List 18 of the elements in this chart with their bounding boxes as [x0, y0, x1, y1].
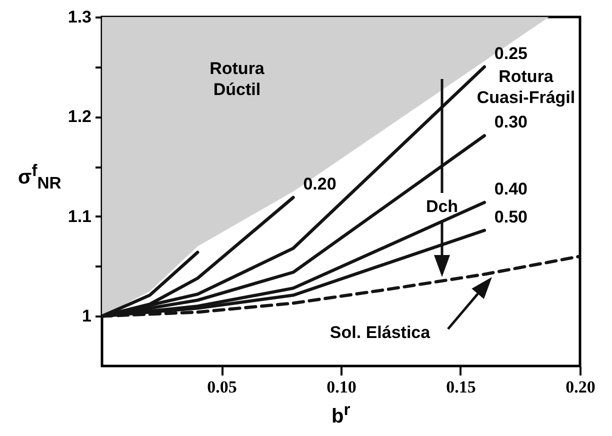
- series-label: 0.30: [494, 112, 528, 132]
- x-tick-label: 0.10: [326, 378, 356, 396]
- series-label: 0.25: [494, 44, 528, 63]
- series-label: 0.50: [494, 207, 528, 226]
- x-tick-label: 0.20: [566, 378, 596, 396]
- annotation: Rotura Dúctil: [210, 59, 265, 99]
- y-tick-label: 1.1: [68, 206, 92, 226]
- x-tick-label: 0.05: [207, 378, 237, 396]
- x-axis-title: b$^{r}$: [332, 400, 350, 429]
- series-label: 0.20: [303, 174, 336, 194]
- series-label: 0.40: [494, 179, 528, 198]
- y-tick-label: 1: [82, 306, 92, 326]
- y-tick-label: 1.3: [68, 8, 92, 26]
- annotation: Sol. Elástica: [330, 323, 431, 342]
- y-tick-label: 1.2: [68, 107, 92, 126]
- annotation: Rotura Cuasi-Frágil: [476, 67, 576, 107]
- annotation: Dch: [426, 197, 458, 216]
- x-tick-label: 0.15: [446, 378, 476, 396]
